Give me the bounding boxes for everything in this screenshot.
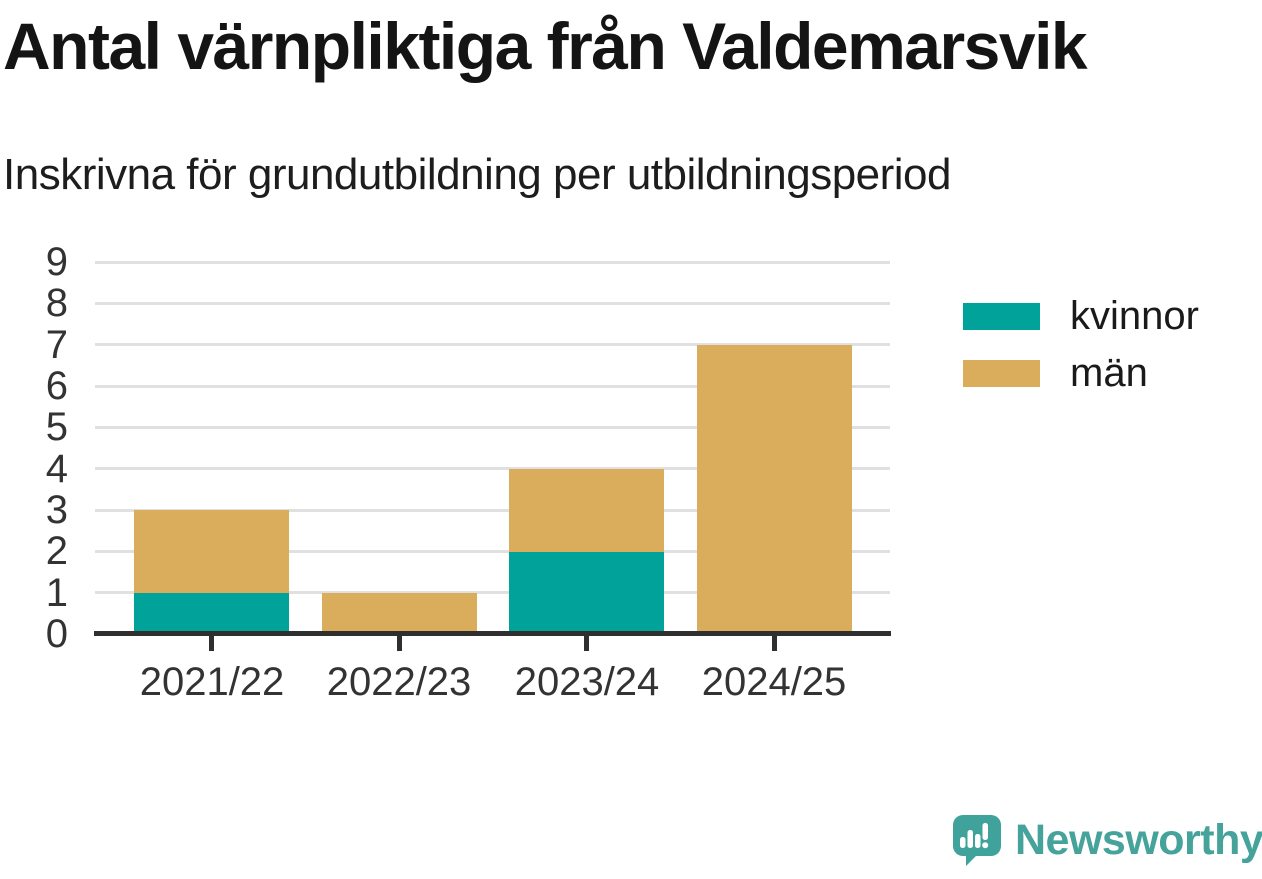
x-axis-tick — [397, 636, 402, 651]
y-axis-tick-label: 3 — [45, 488, 68, 532]
x-axis-tick — [772, 636, 777, 651]
x-axis-line — [94, 631, 891, 636]
bar-2023/24-män — [509, 469, 664, 552]
newsworthy-logo-text: Newsworthy — [1015, 815, 1262, 864]
y-axis-tick-label: 9 — [45, 240, 68, 284]
x-axis-label: 2024/25 — [701, 660, 847, 704]
legend-item-kvinnor: kvinnor — [963, 293, 1199, 340]
legend-label: kvinnor — [1070, 294, 1199, 338]
newsworthy-logo-icon — [953, 815, 1001, 866]
bar-2024/25-män — [697, 345, 852, 634]
y-axis-tick-label: 4 — [45, 447, 68, 491]
gridline-y-5 — [95, 426, 890, 429]
x-axis-label: 2022/23 — [326, 660, 472, 704]
x-axis-label: 2021/22 — [139, 660, 285, 704]
bar-2023/24-kvinnor — [509, 551, 664, 634]
legend-label: män — [1070, 351, 1148, 395]
y-axis-tick-label: 8 — [45, 281, 68, 325]
x-axis-tick — [584, 636, 589, 651]
gridline-y-9 — [95, 261, 890, 264]
gridline-y-1 — [95, 591, 890, 594]
legend-item-män: män — [963, 350, 1199, 397]
y-axis-tick-label: 0 — [45, 612, 68, 656]
gridline-y-2 — [95, 550, 890, 553]
bar-2021/22-kvinnor — [134, 593, 289, 634]
y-axis-tick-label: 1 — [45, 571, 68, 615]
gridline-y-3 — [95, 509, 890, 512]
y-axis-tick-label: 2 — [45, 529, 68, 573]
newsworthy-logo: Newsworthy — [951, 814, 1262, 866]
legend-swatch-män — [963, 360, 1040, 387]
gridline-y-4 — [95, 467, 890, 470]
legend: kvinnor män — [963, 293, 1199, 407]
gridline-y-8 — [95, 302, 890, 305]
y-axis-tick-label: 7 — [45, 323, 68, 367]
gridline-y-6 — [95, 385, 890, 388]
y-axis-tick-label: 6 — [45, 364, 68, 408]
bar-2021/22-män — [134, 510, 289, 593]
x-axis-label: 2023/24 — [514, 660, 660, 704]
bar-2022/23-män — [322, 593, 477, 634]
gridline-y-7 — [95, 343, 890, 346]
chart-title: Antal värnpliktiga från Valdemarsvik — [3, 9, 1088, 83]
x-axis-tick — [209, 636, 214, 651]
y-axis-tick-label: 5 — [45, 405, 68, 449]
legend-swatch-kvinnor — [963, 303, 1040, 330]
chart-subtitle: Inskrivna för grundutbildning per utbild… — [3, 150, 952, 199]
